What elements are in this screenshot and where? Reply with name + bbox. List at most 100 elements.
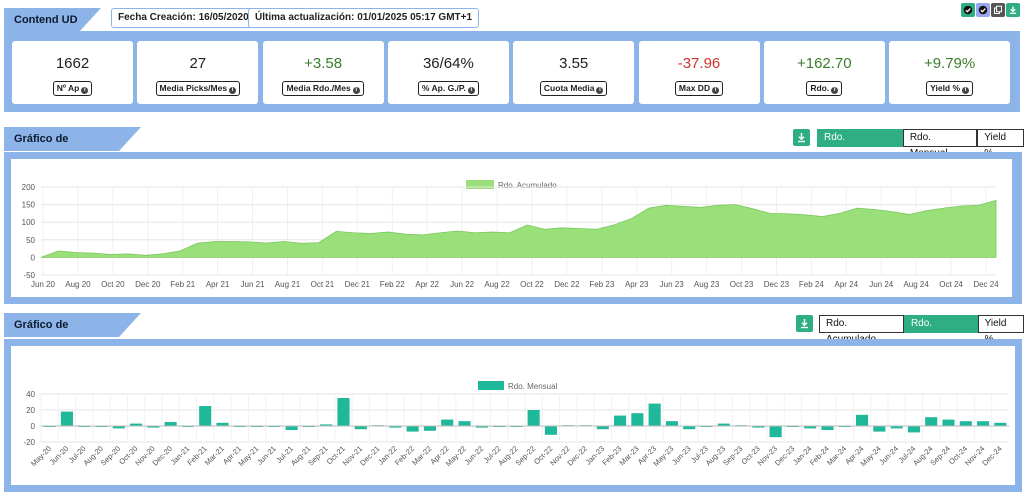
stat-label-text: % Ap. G./P. xyxy=(421,83,466,93)
chart-mode-button[interactable]: Rdo. Acumulado xyxy=(817,129,903,159)
x-tick-label: Oct 21 xyxy=(311,280,335,289)
y-tick-label: 50 xyxy=(26,236,35,245)
checkmark-icon[interactable] xyxy=(961,3,975,17)
chart-mode-button[interactable]: Yield % xyxy=(977,315,1024,345)
y-tick-label: 20 xyxy=(26,406,35,415)
chart-mode-button[interactable]: Yield % xyxy=(977,129,1024,159)
legend-label: Rdo. Mensual xyxy=(508,382,558,391)
chart-mode-button[interactable]: Rdo. Mensual xyxy=(902,129,978,159)
info-icon[interactable]: i xyxy=(352,87,360,94)
x-tick-label: Aug 23 xyxy=(694,280,720,289)
bar xyxy=(199,406,212,426)
stat-value: 3.55 xyxy=(559,55,589,72)
bar xyxy=(804,426,817,429)
bar xyxy=(942,419,955,426)
bar xyxy=(648,403,661,426)
info-icon[interactable]: i xyxy=(467,87,475,94)
section-title-tab: Gráfico de Resultados xyxy=(4,313,141,355)
stat-value: +9.79% xyxy=(923,55,976,72)
stat-card: 1662 Nº Ap i xyxy=(12,41,133,104)
info-icon[interactable]: i xyxy=(962,87,970,94)
section-title-tab: Gráfico de Resultados xyxy=(4,127,141,169)
bar xyxy=(665,421,678,426)
bar xyxy=(821,426,834,430)
bar xyxy=(147,426,160,428)
download-chart-button[interactable] xyxy=(796,315,813,332)
legend-swatch xyxy=(466,180,494,189)
stat-label-text: Rdo. xyxy=(810,83,830,93)
bar xyxy=(631,413,644,426)
x-tick-label: Apr 22 xyxy=(415,280,439,289)
bar xyxy=(873,426,886,432)
bar xyxy=(423,426,436,431)
legend-swatch xyxy=(478,381,504,390)
stat-card: +162.70 Rdo. i xyxy=(763,41,885,104)
info-icon[interactable]: i xyxy=(831,87,839,94)
x-tick-label: Aug 21 xyxy=(275,280,301,289)
x-tick-label: Dec-22 xyxy=(565,444,588,467)
chart-toggle-group: Rdo. AcumuladoRdo. MensualYield % xyxy=(817,129,1024,159)
stat-label[interactable]: % Ap. G./P. i xyxy=(417,81,479,96)
x-tick-label: Oct 20 xyxy=(101,280,125,289)
chart-mode-button[interactable]: Rdo. Acumulado xyxy=(819,315,904,345)
last-update: Última actualización: 01/01/2025 05:17 G… xyxy=(248,8,480,28)
stat-label[interactable]: Max DD i xyxy=(674,81,724,96)
x-tick-label: Jun 22 xyxy=(450,280,475,289)
x-tick-label: Sep-21 xyxy=(306,444,329,467)
checkmark-icon[interactable] xyxy=(976,3,990,17)
x-tick-label: Dec 21 xyxy=(345,280,371,289)
x-tick-label: Sep-22 xyxy=(514,444,537,467)
bar xyxy=(994,422,1007,426)
x-tick-label: May-20 xyxy=(29,444,53,468)
x-tick-label: Dec 24 xyxy=(973,280,999,289)
y-tick-label: -20 xyxy=(23,438,35,447)
y-tick-label: 0 xyxy=(31,253,36,262)
chart-toggle-group: Rdo. AcumuladoRdo. MensualYield % xyxy=(819,315,1024,345)
chart-mode-button[interactable]: Rdo. Mensual xyxy=(903,315,978,345)
stat-value: +162.70 xyxy=(796,55,852,72)
stat-label[interactable]: Media Rdo./Mes i xyxy=(282,81,364,96)
bar xyxy=(717,423,730,426)
cumulative-chart-area: Rdo. Acumulado -50 0 50 100 150 200 Jun 20 Aug 2… xyxy=(11,159,1012,297)
x-tick-label: Mar-22 xyxy=(410,444,433,467)
x-tick-label: Apr 21 xyxy=(206,280,230,289)
top-icon-bar xyxy=(961,3,1020,17)
bar xyxy=(527,410,540,426)
monthly-chart-area: Rdo. Mensual -20 0 20 40 May-20 Jun-20 Jul-20 Au… xyxy=(11,346,1015,485)
stat-label[interactable]: Nº Ap i xyxy=(52,81,93,96)
x-tick-label: Aug 20 xyxy=(65,280,91,289)
stat-label[interactable]: Yield % i xyxy=(926,81,974,96)
bar xyxy=(959,421,972,426)
x-tick-label: Feb 21 xyxy=(170,280,195,289)
y-tick-label: 150 xyxy=(22,201,36,210)
info-icon[interactable]: i xyxy=(81,87,89,94)
info-icon[interactable]: i xyxy=(229,87,237,94)
download-icon[interactable] xyxy=(1006,3,1020,17)
stat-label[interactable]: Rdo. i xyxy=(806,81,843,96)
stat-label[interactable]: Cuota Media i xyxy=(539,81,608,96)
stat-card: 27 Media Picks/Mes i xyxy=(137,41,259,104)
x-tick-label: Dec-20 xyxy=(151,444,174,467)
download-chart-button[interactable] xyxy=(793,129,810,146)
x-tick-label: Apr 23 xyxy=(625,280,649,289)
x-tick-label: Feb 24 xyxy=(799,280,824,289)
x-tick-label: Mar-23 xyxy=(618,444,641,467)
info-icon[interactable]: i xyxy=(712,87,720,94)
info-icon[interactable]: i xyxy=(596,87,604,94)
x-tick-label: Dec-23 xyxy=(773,444,796,467)
x-tick-label: Dec 23 xyxy=(764,280,790,289)
bar xyxy=(441,419,454,426)
x-tick-label: Jun-24 xyxy=(877,444,900,467)
x-tick-label: Jun 21 xyxy=(241,280,266,289)
x-tick-label: Dec-21 xyxy=(358,444,381,467)
stat-value: -37.96 xyxy=(677,55,721,72)
copy-icon[interactable] xyxy=(991,3,1005,17)
bar xyxy=(216,422,229,426)
bar xyxy=(907,426,920,433)
x-tick-label: Jun 20 xyxy=(31,280,56,289)
y-tick-label: 200 xyxy=(22,183,36,192)
area-series xyxy=(40,199,997,258)
x-tick-label: Aug 24 xyxy=(903,280,929,289)
stat-label[interactable]: Media Picks/Mes i xyxy=(155,81,241,96)
y-tick-label: -50 xyxy=(23,271,35,280)
